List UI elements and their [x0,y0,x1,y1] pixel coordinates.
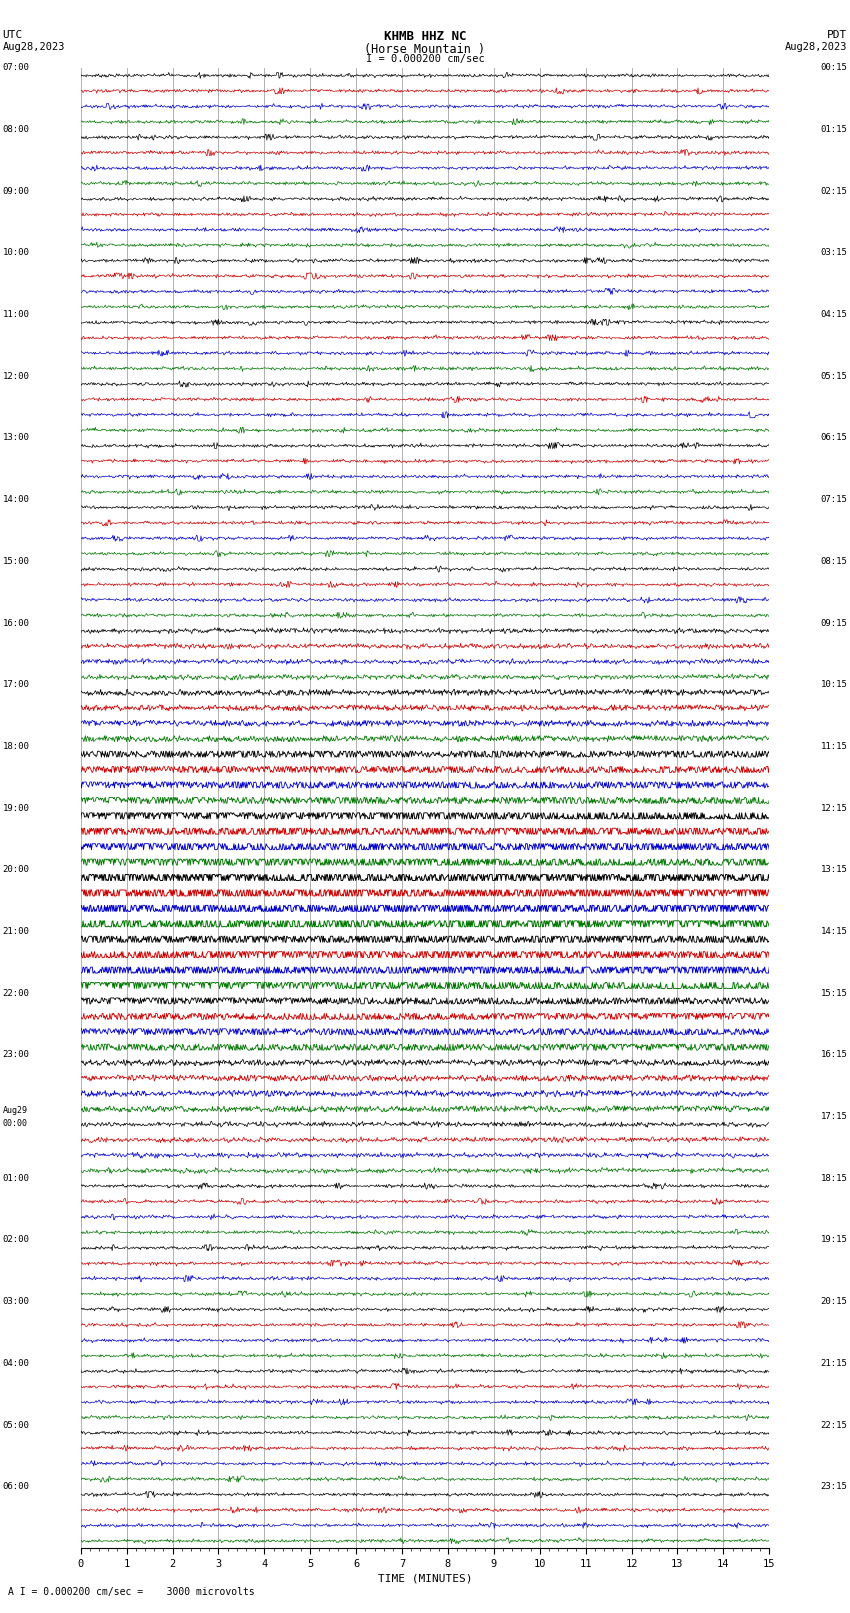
Text: 23:00: 23:00 [3,1050,30,1060]
Text: UTC: UTC [3,31,23,40]
Text: 10:00: 10:00 [3,248,30,258]
Text: 10:15: 10:15 [820,681,847,689]
Text: 15:15: 15:15 [820,989,847,998]
Text: 08:15: 08:15 [820,556,847,566]
Text: PDT: PDT [827,31,847,40]
Text: 22:15: 22:15 [820,1421,847,1429]
Text: 16:15: 16:15 [820,1050,847,1060]
Text: 08:00: 08:00 [3,124,30,134]
Text: 20:15: 20:15 [820,1297,847,1307]
Text: 12:15: 12:15 [820,803,847,813]
Text: KHMB HHZ NC: KHMB HHZ NC [383,31,467,44]
Text: 03:00: 03:00 [3,1297,30,1307]
Text: 14:15: 14:15 [820,927,847,936]
Text: 04:00: 04:00 [3,1358,30,1368]
Text: 02:00: 02:00 [3,1236,30,1245]
X-axis label: TIME (MINUTES): TIME (MINUTES) [377,1573,473,1582]
Text: 07:00: 07:00 [3,63,30,73]
Text: 19:15: 19:15 [820,1236,847,1245]
Text: 21:15: 21:15 [820,1358,847,1368]
Text: 03:15: 03:15 [820,248,847,258]
Text: 11:00: 11:00 [3,310,30,319]
Text: 23:15: 23:15 [820,1482,847,1492]
Text: 09:15: 09:15 [820,618,847,627]
Text: 00:15: 00:15 [820,63,847,73]
Text: 11:15: 11:15 [820,742,847,752]
Text: 13:15: 13:15 [820,865,847,874]
Text: (Horse Mountain ): (Horse Mountain ) [365,44,485,56]
Text: A I = 0.000200 cm/sec =    3000 microvolts: A I = 0.000200 cm/sec = 3000 microvolts [8,1587,255,1597]
Text: 17:15: 17:15 [820,1111,847,1121]
Text: 09:00: 09:00 [3,187,30,195]
Text: 01:00: 01:00 [3,1174,30,1182]
Text: 22:00: 22:00 [3,989,30,998]
Text: 18:15: 18:15 [820,1174,847,1182]
Text: 05:15: 05:15 [820,371,847,381]
Text: 02:15: 02:15 [820,187,847,195]
Text: I = 0.000200 cm/sec: I = 0.000200 cm/sec [366,53,484,65]
Text: 04:15: 04:15 [820,310,847,319]
Text: 12:00: 12:00 [3,371,30,381]
Text: 20:00: 20:00 [3,865,30,874]
Text: 17:00: 17:00 [3,681,30,689]
Text: Aug28,2023: Aug28,2023 [3,42,65,52]
Text: 06:00: 06:00 [3,1482,30,1492]
Text: 15:00: 15:00 [3,556,30,566]
Text: 00:00: 00:00 [3,1118,27,1127]
Text: 16:00: 16:00 [3,618,30,627]
Text: 05:00: 05:00 [3,1421,30,1429]
Text: 21:00: 21:00 [3,927,30,936]
Text: 01:15: 01:15 [820,124,847,134]
Text: 06:15: 06:15 [820,434,847,442]
Text: 13:00: 13:00 [3,434,30,442]
Text: 19:00: 19:00 [3,803,30,813]
Text: 14:00: 14:00 [3,495,30,505]
Text: Aug29: Aug29 [3,1105,27,1115]
Text: 18:00: 18:00 [3,742,30,752]
Text: Aug28,2023: Aug28,2023 [785,42,847,52]
Text: 07:15: 07:15 [820,495,847,505]
